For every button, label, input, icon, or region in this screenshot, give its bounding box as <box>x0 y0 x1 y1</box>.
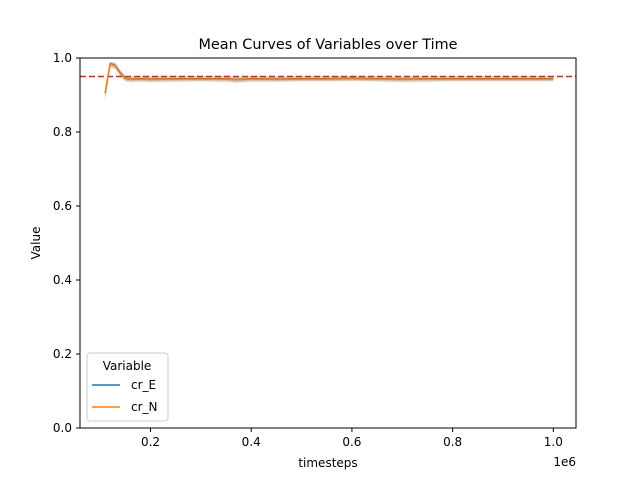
legend-item-cr_E: cr_E <box>92 378 156 392</box>
legend-items: cr_E cr_N <box>92 378 158 414</box>
legend-label: cr_E <box>131 378 156 392</box>
series-lines <box>104 62 554 94</box>
series-line-cr_N <box>104 63 554 94</box>
y-axis-label: Value <box>29 227 43 260</box>
y-axis: 0.0 0.2 0.4 0.6 0.8 1.0 <box>53 51 80 435</box>
legend-box <box>86 352 169 422</box>
x-tick-label: 1.0 <box>544 435 563 449</box>
legend-title: Variable <box>103 359 152 373</box>
x-axis-label: timesteps <box>298 456 357 470</box>
confidence-band-cr_N <box>105 61 554 101</box>
chart-title: Mean Curves of Variables over Time <box>199 37 458 53</box>
y-tick-label: 0.4 <box>53 273 72 287</box>
x-tick-label: 0.8 <box>443 435 462 449</box>
x-tick-label: 0.6 <box>342 435 361 449</box>
y-tick-label: 0.6 <box>53 199 72 213</box>
y-tick-label: 0.2 <box>53 347 72 361</box>
legend: Variable cr_E cr_N <box>86 352 169 422</box>
y-tick-label: 0.0 <box>53 421 72 435</box>
x-tick-label: 0.4 <box>242 435 261 449</box>
x-axis: 0.2 0.4 0.6 0.8 1.0 <box>141 428 563 449</box>
y-tick-label: 1.0 <box>53 51 72 65</box>
confidence-bands <box>105 61 554 101</box>
y-tick-label: 0.8 <box>53 125 72 139</box>
legend-item-cr_N: cr_N <box>92 400 158 414</box>
x-tick-label: 0.2 <box>141 435 160 449</box>
legend-label: cr_N <box>131 400 158 414</box>
x-axis-offset-label: 1e6 <box>553 455 576 469</box>
plot-frame <box>79 57 577 429</box>
